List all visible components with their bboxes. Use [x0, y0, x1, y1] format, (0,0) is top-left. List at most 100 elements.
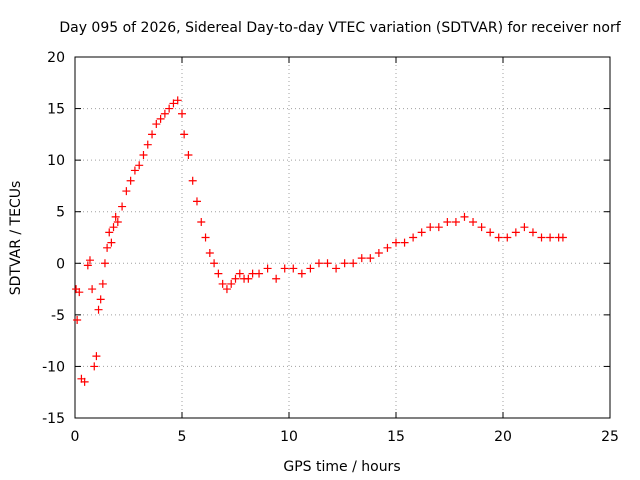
data-points: [72, 96, 567, 386]
data-point: [511, 228, 520, 237]
data-point: [417, 228, 426, 237]
data-point: [537, 233, 546, 242]
data-point: [75, 288, 84, 297]
data-point: [218, 279, 227, 288]
x-tick-label: 20: [494, 429, 512, 445]
data-point: [214, 269, 223, 278]
data-point: [272, 274, 281, 283]
data-point: [451, 218, 460, 227]
chart-title: Day 095 of 2026, Sidereal Day-to-day VTE…: [59, 20, 621, 36]
data-point: [486, 228, 495, 237]
data-point: [126, 176, 135, 185]
y-tick-label: -15: [42, 411, 65, 427]
data-point: [231, 274, 240, 283]
data-point: [85, 256, 94, 265]
data-point: [297, 269, 306, 278]
data-point: [366, 254, 375, 263]
x-tick-label: 25: [601, 429, 619, 445]
data-point: [222, 285, 231, 294]
data-point: [558, 233, 567, 242]
data-point: [178, 109, 186, 118]
data-point: [192, 197, 201, 206]
data-point: [92, 352, 101, 361]
data-point: [139, 150, 148, 159]
data-point: [426, 223, 435, 232]
data-point: [105, 228, 114, 237]
grid: [75, 57, 610, 418]
x-axis-label: GPS time / hours: [283, 459, 400, 475]
data-point: [392, 238, 400, 247]
data-point: [374, 248, 383, 257]
data-point: [280, 264, 289, 273]
data-point: [184, 150, 193, 159]
y-tick-label: 5: [56, 205, 65, 221]
data-point: [201, 233, 210, 242]
y-tick-label: -5: [51, 308, 65, 324]
data-point: [156, 114, 165, 123]
data-point: [88, 285, 97, 294]
data-point: [103, 243, 112, 252]
data-point: [96, 295, 105, 304]
data-point: [122, 187, 131, 196]
x-tick-label: 5: [178, 429, 187, 445]
axis-ticks: 0 5 10 15 20 25 20 15 10 5 0 -5 -10 -15: [42, 50, 619, 445]
y-axis-label: SDTVAR / TECUs: [8, 181, 24, 296]
data-point: [460, 212, 469, 221]
data-point: [227, 279, 236, 288]
data-point: [73, 316, 82, 325]
data-point: [263, 264, 272, 273]
data-point: [152, 120, 161, 129]
data-point: [306, 264, 315, 273]
y-tick-label: 0: [56, 256, 65, 272]
data-point: [332, 264, 341, 273]
x-tick-label: 0: [71, 429, 80, 445]
data-point: [357, 254, 366, 263]
data-point: [494, 233, 503, 242]
data-point: [148, 130, 157, 139]
y-tick-label: 20: [47, 50, 65, 66]
x-tick-label: 15: [387, 429, 405, 445]
y-tick-label: 15: [47, 102, 65, 118]
data-point: [109, 223, 118, 232]
y-tick-label: 10: [47, 153, 65, 169]
data-point: [469, 218, 478, 227]
data-point: [180, 130, 189, 139]
data-point: [100, 259, 109, 268]
data-point: [546, 233, 555, 242]
data-point: [477, 223, 486, 232]
data-point: [289, 264, 298, 273]
data-point: [188, 176, 197, 185]
data-point: [400, 238, 409, 247]
data-point: [165, 104, 174, 113]
data-point: [98, 279, 107, 288]
data-point: [118, 202, 127, 211]
data-point: [443, 218, 452, 227]
data-point: [83, 261, 92, 270]
data-point: [434, 223, 443, 232]
data-point: [520, 223, 529, 232]
data-point: [94, 305, 103, 314]
data-point: [130, 166, 139, 175]
plot-frame: [74, 56, 611, 419]
data-point: [244, 274, 253, 283]
data-point: [314, 259, 323, 268]
data-point: [90, 362, 99, 371]
data-point: [197, 218, 206, 227]
data-point: [323, 259, 332, 268]
data-point: [255, 269, 264, 278]
y-tick-label: -10: [42, 359, 65, 375]
data-point: [113, 218, 122, 227]
data-point: [80, 377, 89, 386]
data-point: [528, 228, 537, 237]
data-point: [340, 259, 349, 268]
data-point: [409, 233, 418, 242]
data-point: [205, 248, 214, 257]
data-point: [111, 212, 120, 221]
data-point: [235, 269, 244, 278]
data-point: [169, 99, 178, 108]
data-point: [160, 109, 169, 118]
data-point: [349, 259, 358, 268]
data-point: [383, 243, 392, 252]
data-point: [107, 238, 116, 247]
